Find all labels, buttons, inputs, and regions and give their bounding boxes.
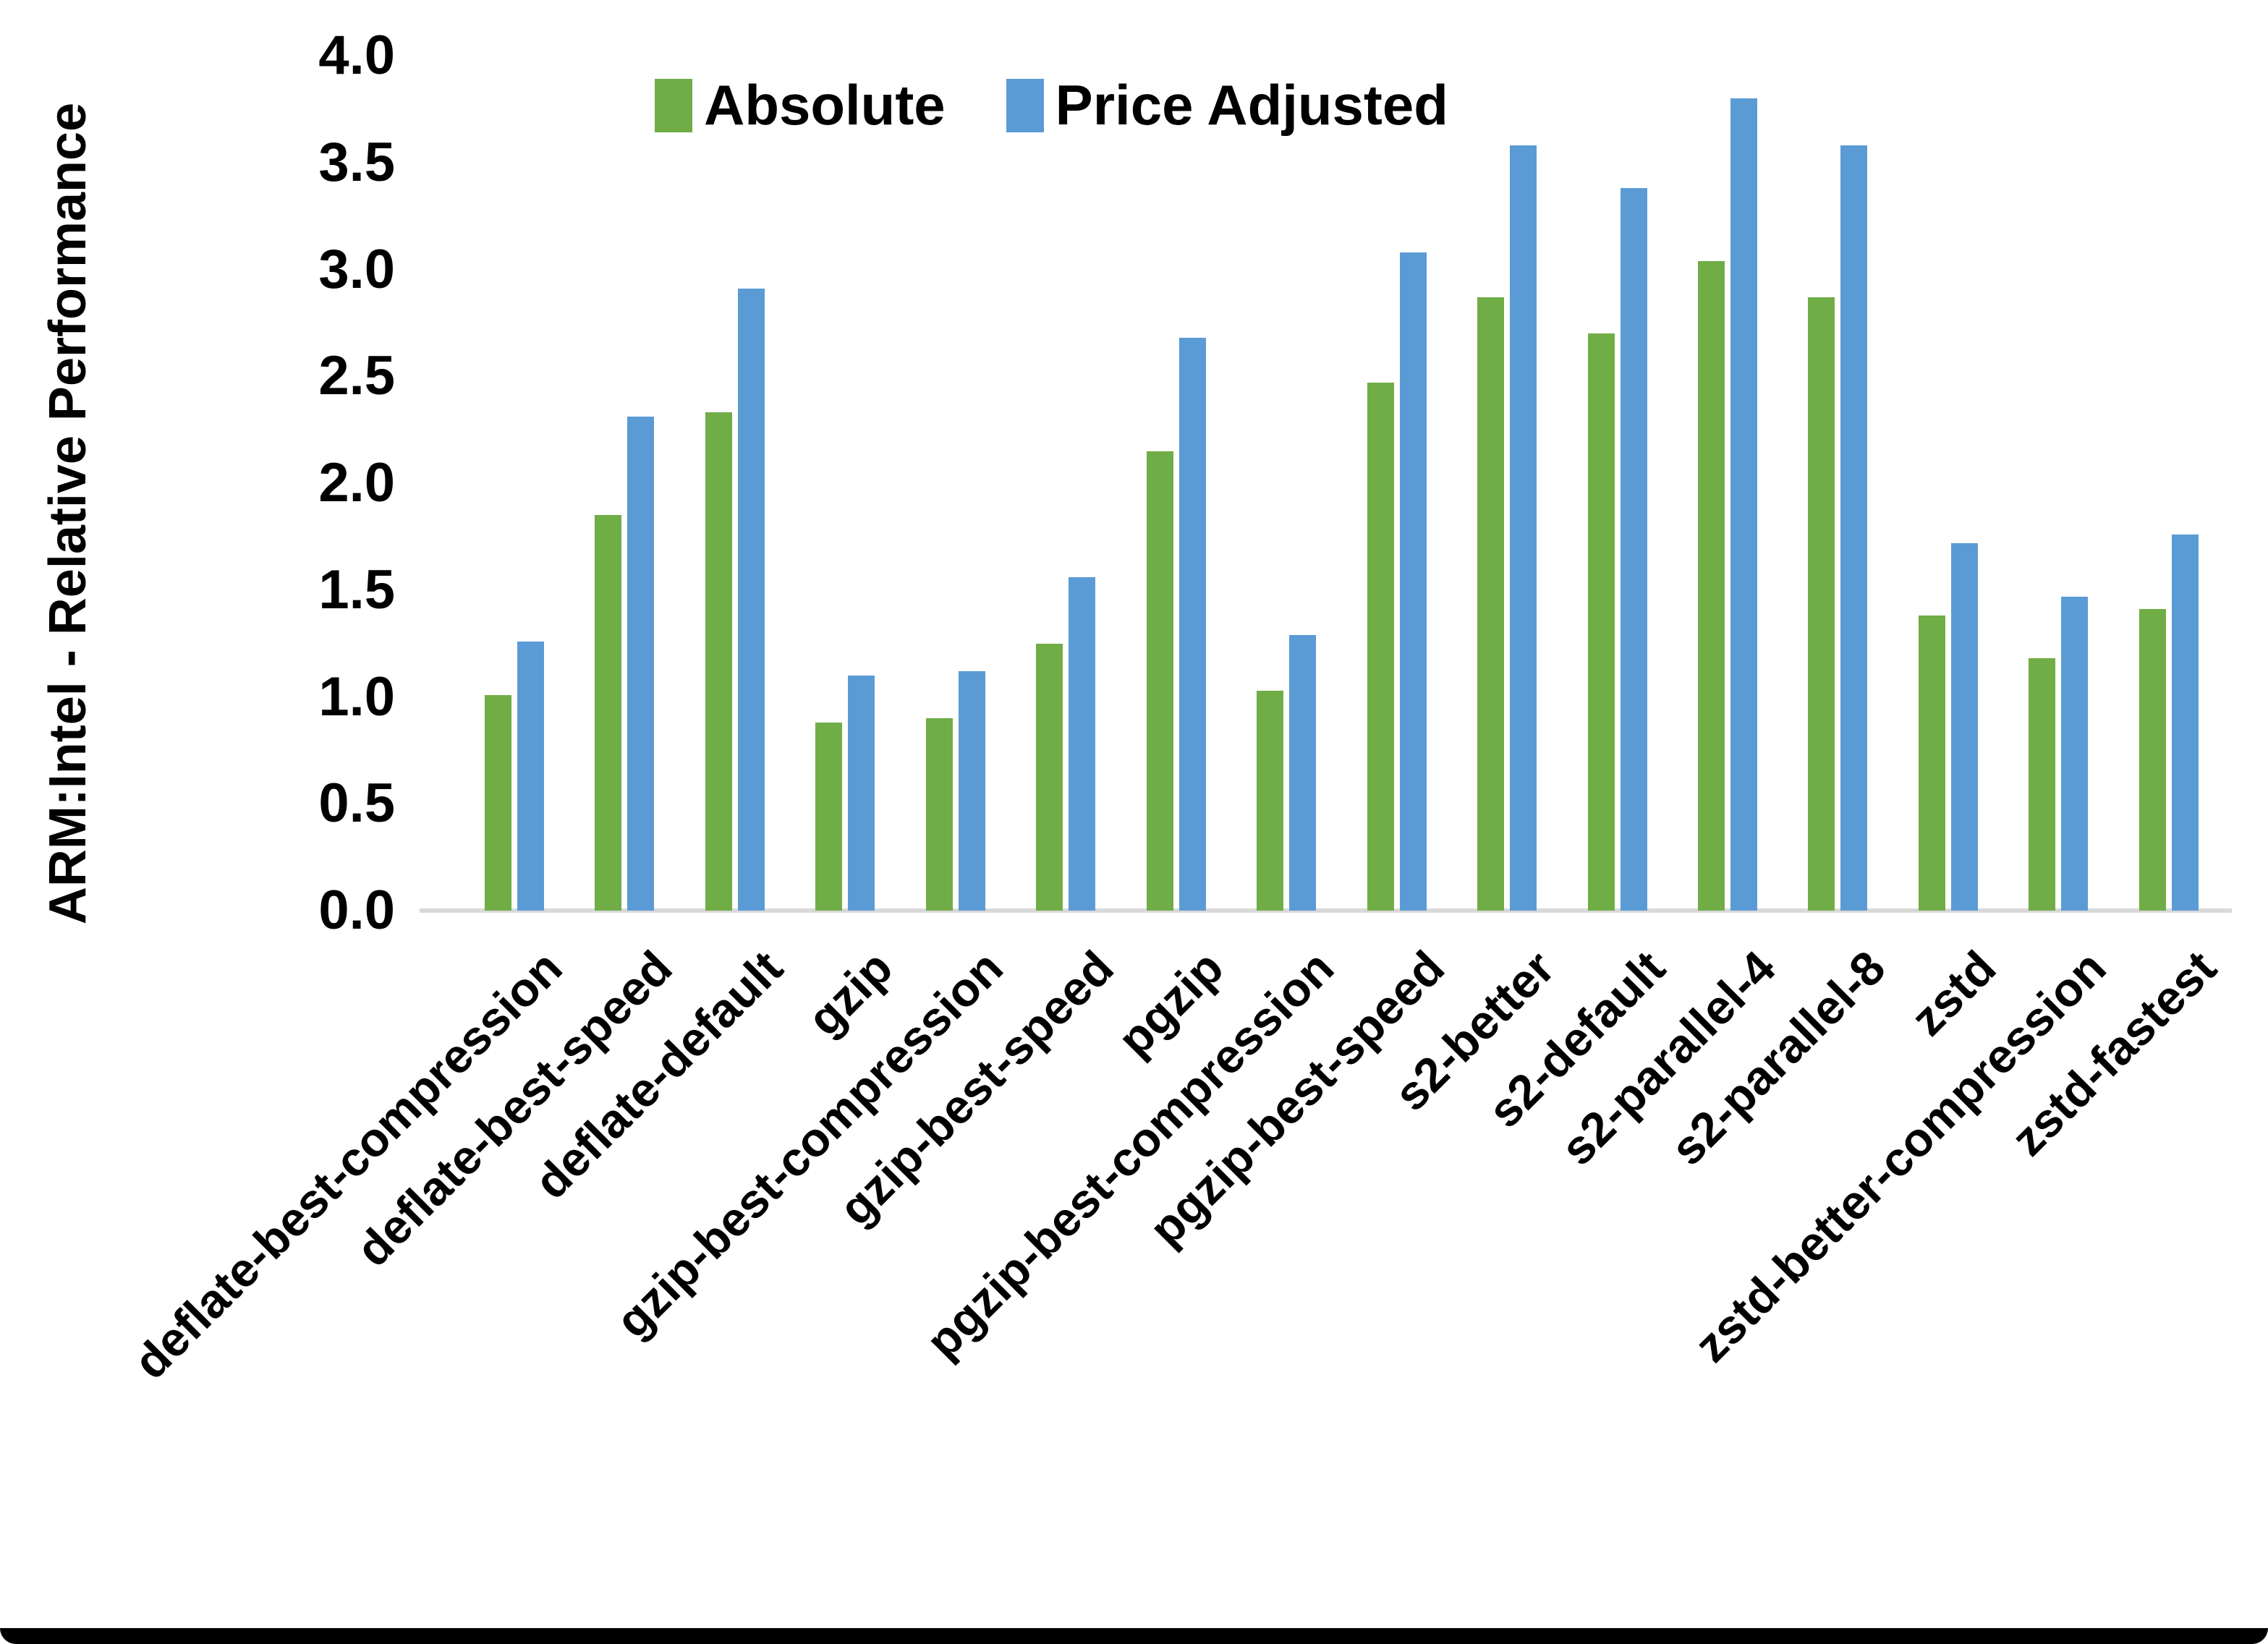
x-axis-baseline [420, 908, 2232, 913]
bar-absolute-zstd-fastest [2139, 609, 2166, 911]
bar-price-adjusted-s2-default [1620, 188, 1647, 911]
bar-absolute-pgzip-best-speed [1367, 383, 1394, 911]
bar-price-adjusted-s2-parallel-8 [1840, 145, 1868, 911]
bar-absolute-gzip-best-compression [925, 718, 953, 911]
x-label-deflate-best-compression: deflate-best-compression [123, 940, 572, 1389]
bar-absolute-zstd [1918, 616, 1945, 911]
bar-price-adjusted-deflate-best-compression [517, 641, 544, 911]
bar-absolute-pgzip-best-compression [1257, 690, 1284, 911]
bar-price-adjusted-gzip-best-compression [958, 671, 985, 911]
figure-bottom-border [0, 1628, 2268, 1644]
bar-absolute-s2-better [1477, 297, 1505, 911]
bar-price-adjusted-gzip-best-speed [1069, 577, 1096, 911]
bar-price-adjusted-deflate-default [737, 289, 765, 911]
y-tick-label-3.5: 3.5 [318, 131, 395, 193]
legend-swatch-absolute-icon [655, 78, 692, 132]
bar-price-adjusted-zstd-fastest [2171, 534, 2199, 911]
bar-absolute-s2-parallel-8 [1808, 297, 1835, 911]
y-tick-label-0.5: 0.5 [318, 772, 395, 835]
bar-absolute-deflate-best-compression [485, 694, 511, 911]
bar-absolute-gzip-best-speed [1036, 643, 1063, 911]
legend: Absolute Price Adjusted [655, 72, 1448, 138]
bar-price-adjusted-pgzip [1178, 338, 1206, 911]
bar-absolute-zstd-better-compression [2029, 658, 2056, 911]
y-tick-label-1.0: 1.0 [318, 665, 395, 728]
bar-price-adjusted-gzip [848, 675, 875, 911]
y-tick-label-0.0: 0.0 [318, 880, 395, 941]
bar-price-adjusted-zstd-better-compression [2061, 596, 2089, 911]
bar-absolute-deflate-default [705, 412, 732, 911]
bar-absolute-s2-parallel-4 [1697, 260, 1725, 911]
bar-absolute-pgzip [1146, 451, 1173, 911]
legend-item-price-adjusted: Price Adjusted [1006, 72, 1448, 138]
bar-price-adjusted-pgzip-best-compression [1289, 634, 1317, 911]
legend-swatch-price-adjusted-icon [1006, 78, 1044, 132]
y-tick-label-4.0: 4.0 [318, 25, 395, 86]
y-tick-label-3.0: 3.0 [318, 238, 395, 300]
bar-price-adjusted-deflate-best-speed [627, 417, 655, 911]
legend-label-absolute: Absolute [704, 73, 946, 137]
legend-item-absolute: Absolute [655, 72, 946, 138]
bar-absolute-gzip [815, 722, 843, 911]
y-tick-label-2.0: 2.0 [318, 452, 395, 514]
bar-price-adjusted-pgzip-best-speed [1399, 252, 1427, 911]
bar-absolute-deflate-best-speed [595, 515, 622, 911]
y-tick-label-2.5: 2.5 [318, 345, 395, 407]
bar-price-adjusted-s2-better [1510, 145, 1537, 911]
bar-price-adjusted-s2-parallel-4 [1730, 98, 1757, 911]
legend-label-price-adjusted: Price Adjusted [1055, 73, 1448, 137]
bar-absolute-s2-default [1587, 333, 1615, 911]
bar-price-adjusted-zstd [1950, 542, 1978, 911]
y-tick-label-1.5: 1.5 [318, 558, 395, 621]
